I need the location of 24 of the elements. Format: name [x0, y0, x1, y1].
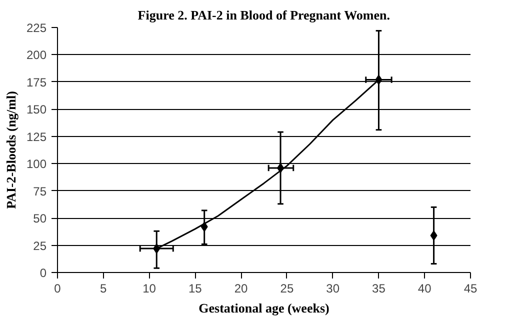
x-tick-label: 20	[234, 282, 248, 296]
x-tick-label: 0	[54, 282, 62, 296]
chart-title: Figure 2. PAI-2 in Blood of Pregnant Women.	[138, 8, 390, 22]
x-tick-label: 25	[280, 282, 294, 296]
y-tick-label: 0	[40, 266, 47, 280]
x-tick-label: 10	[142, 282, 156, 296]
y-tick-label: 125	[26, 130, 47, 144]
x-tick-label: 35	[372, 282, 386, 296]
x-tick-label: 15	[188, 282, 202, 296]
y-tick-label: 25	[33, 238, 47, 253]
y-tick-label: 200	[26, 48, 47, 62]
y-tick-label: 150	[26, 102, 47, 117]
x-tick-label: 30	[326, 282, 340, 296]
y-tick-label: 75	[33, 184, 47, 198]
y-tick-label: 175	[26, 75, 47, 90]
x-tick-label: 5	[100, 282, 108, 296]
y-tick-label: 100	[26, 157, 47, 172]
x-tick-label: 45	[464, 282, 478, 296]
y-tick-label: 225	[26, 21, 47, 35]
x-tick-label: 40	[418, 282, 432, 296]
point	[430, 230, 438, 240]
x-axis-title: Gestational age (weeks)	[198, 300, 330, 316]
y-tick-label: 50	[33, 212, 47, 226]
y-axis-title: PAI-2-Bloods (ng/ml)	[3, 91, 18, 209]
